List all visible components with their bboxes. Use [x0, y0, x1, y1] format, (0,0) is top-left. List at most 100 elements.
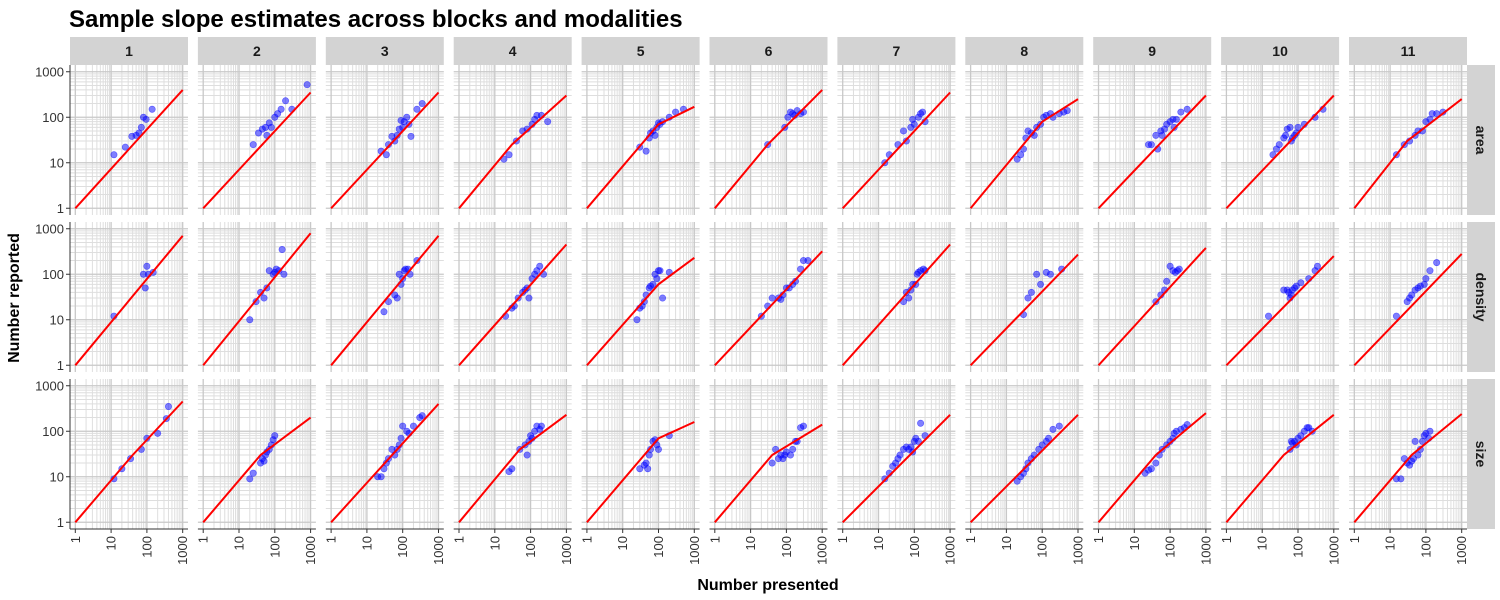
data-point — [280, 270, 288, 278]
data-point — [246, 475, 254, 483]
data-point — [397, 434, 405, 442]
column-strip-label: 6 — [765, 43, 773, 59]
facet-panel: 1 10 100 1000 — [324, 379, 446, 565]
column-strip-label: 4 — [509, 43, 517, 59]
data-point — [393, 131, 401, 139]
y-tick-label: 1000 — [35, 64, 64, 79]
data-point — [1063, 107, 1071, 115]
y-tick-label: 100 — [42, 424, 64, 439]
data-point — [380, 308, 388, 316]
x-tick-label: 100 — [1163, 536, 1178, 558]
x-axis-title: Number presented — [697, 577, 838, 594]
data-point — [260, 457, 268, 465]
facet-panel: 1 10 100 1000 — [35, 221, 188, 373]
x-tick-label: 10 — [615, 536, 630, 550]
column-strip-label: 2 — [253, 43, 261, 59]
fit-line — [1097, 94, 1207, 209]
x-tick-label: 1000 — [431, 536, 446, 565]
fit-line — [1225, 414, 1335, 523]
x-tick-label: 10 — [487, 536, 502, 550]
panel-background — [453, 222, 572, 372]
data-point — [1163, 277, 1171, 285]
data-point — [393, 294, 401, 302]
fit-line — [330, 403, 440, 523]
x-tick-label: 1 — [835, 536, 850, 543]
data-point — [799, 422, 807, 430]
data-point — [1313, 262, 1321, 270]
fit-line — [330, 235, 440, 366]
data-point — [633, 316, 641, 324]
data-point — [382, 151, 390, 159]
data-point — [797, 265, 805, 273]
facet-panel — [1349, 222, 1467, 372]
panel-background — [1221, 222, 1340, 372]
facet-panel — [965, 222, 1084, 372]
data-point — [277, 105, 285, 113]
data-point — [418, 100, 426, 108]
x-tick-label: 10 — [1383, 536, 1398, 550]
data-point — [377, 473, 385, 481]
data-point — [282, 97, 290, 105]
column-strip-label: 3 — [381, 43, 389, 59]
y-tick-label: 100 — [42, 267, 64, 282]
panel-background — [1093, 65, 1212, 215]
column-strip — [837, 37, 956, 65]
panel-background — [837, 379, 956, 529]
column-strip-label: 10 — [1272, 43, 1288, 59]
facet-panel — [1093, 65, 1212, 215]
facet-panel — [197, 65, 316, 215]
x-tick-label: 10 — [999, 536, 1014, 550]
data-point — [523, 451, 531, 459]
data-point — [278, 245, 286, 253]
data-point — [768, 294, 776, 302]
data-point — [1426, 427, 1434, 435]
facet-panel — [1349, 65, 1467, 215]
fit-line — [1353, 98, 1463, 209]
x-tick-label: 100 — [1290, 536, 1305, 558]
facet-panel — [453, 65, 572, 215]
data-point — [1294, 123, 1302, 131]
data-point — [505, 151, 513, 159]
data-point — [804, 257, 812, 265]
data-point — [905, 294, 913, 302]
fit-line — [74, 89, 184, 209]
data-point — [642, 147, 650, 155]
data-point — [418, 412, 426, 420]
data-point — [403, 113, 411, 121]
facet-panel — [709, 222, 828, 372]
data-point — [164, 402, 172, 410]
panel-background — [837, 222, 956, 372]
row-strip-label: size — [1473, 441, 1489, 468]
data-point — [653, 275, 661, 283]
x-tick-label: 10 — [232, 536, 247, 550]
facet-panel — [325, 222, 444, 372]
y-tick-label: 10 — [50, 155, 64, 170]
data-point — [910, 120, 918, 128]
data-point — [1392, 312, 1400, 320]
column-strip — [70, 37, 188, 65]
panel-background — [837, 65, 956, 215]
x-tick-label: 1000 — [175, 536, 190, 565]
data-point — [789, 445, 797, 453]
data-point — [399, 422, 407, 430]
column-strip — [709, 37, 828, 65]
column-strip — [197, 37, 316, 65]
data-point — [768, 459, 776, 467]
y-tick-label: 1 — [57, 358, 64, 373]
fit-line — [74, 235, 184, 366]
fit-line — [202, 232, 312, 366]
data-point — [544, 118, 552, 126]
facet-panel: 1 10 100 1000 — [1219, 379, 1341, 565]
data-point — [1265, 312, 1273, 320]
data-point — [1046, 270, 1054, 278]
row-strip-label: density — [1473, 272, 1489, 321]
data-point — [1422, 275, 1430, 283]
data-point — [649, 280, 657, 288]
x-tick-label: 100 — [779, 536, 794, 558]
x-tick-label: 1 — [1347, 536, 1362, 543]
data-point — [1175, 265, 1183, 273]
data-point — [1282, 131, 1290, 139]
fit-line — [458, 243, 568, 366]
facet-panel — [197, 222, 316, 372]
